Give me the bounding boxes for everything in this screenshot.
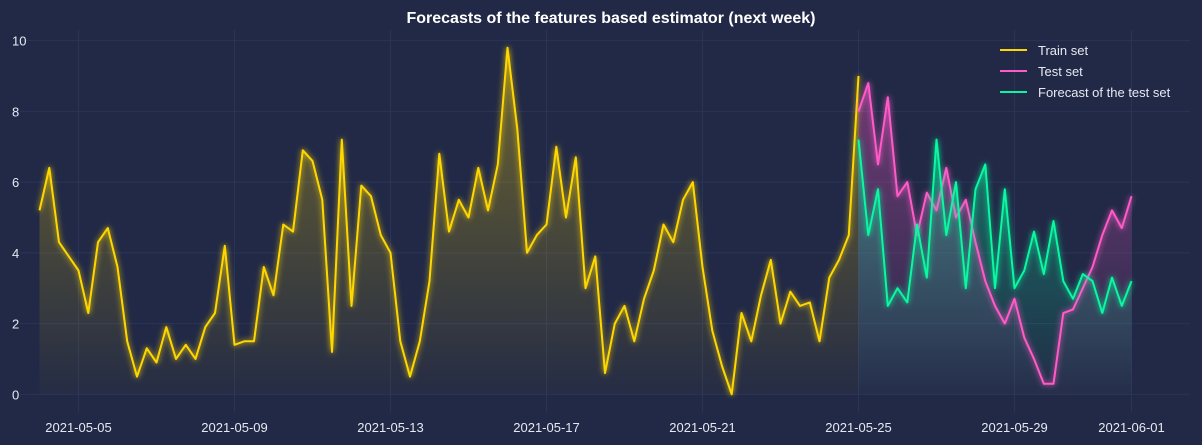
x-tick-label: 2021-05-25 — [825, 420, 892, 435]
x-tick-label: 2021-05-13 — [357, 420, 424, 435]
y-tick-label: 8 — [12, 104, 19, 119]
series-lines — [38, 46, 1133, 396]
y-tick-label: 4 — [12, 246, 19, 261]
legend-label-test-set: Test set — [1038, 64, 1083, 79]
y-tick-label: 0 — [12, 387, 19, 402]
y-tick-label: 6 — [12, 175, 19, 190]
legend-label-train-set: Train set — [1038, 43, 1088, 58]
x-tick-label: 2021-05-17 — [513, 420, 580, 435]
axes: 0 2 4 6 8 10 2021-05-05 2021-05-09 2021-05-13 202… — [12, 34, 1165, 435]
x-tick-label: 2021-05-29 — [981, 420, 1048, 435]
train-set-area — [39, 47, 859, 395]
train-set-line — [38, 46, 860, 396]
chart-title: Forecasts of the features based estimato… — [406, 10, 815, 27]
x-tick-label: 2021-06-01 — [1098, 420, 1165, 435]
y-tick-label: 2 — [12, 317, 19, 332]
x-tick-label: 2021-05-09 — [201, 420, 268, 435]
forecast-of-the-test-set-area — [858, 139, 1132, 395]
forecast-of-the-test-set-line — [857, 138, 1133, 314]
x-tick-label: 2021-05-21 — [669, 420, 736, 435]
legend-label-forecast-of-the-test-set: Forecast of the test set — [1038, 85, 1171, 100]
test-set-line — [857, 82, 1133, 385]
y-tick-label: 10 — [12, 34, 26, 49]
x-tick-label: 2021-05-05 — [45, 420, 112, 435]
legend: Train set Test set Forecast of the test se… — [1000, 43, 1171, 100]
